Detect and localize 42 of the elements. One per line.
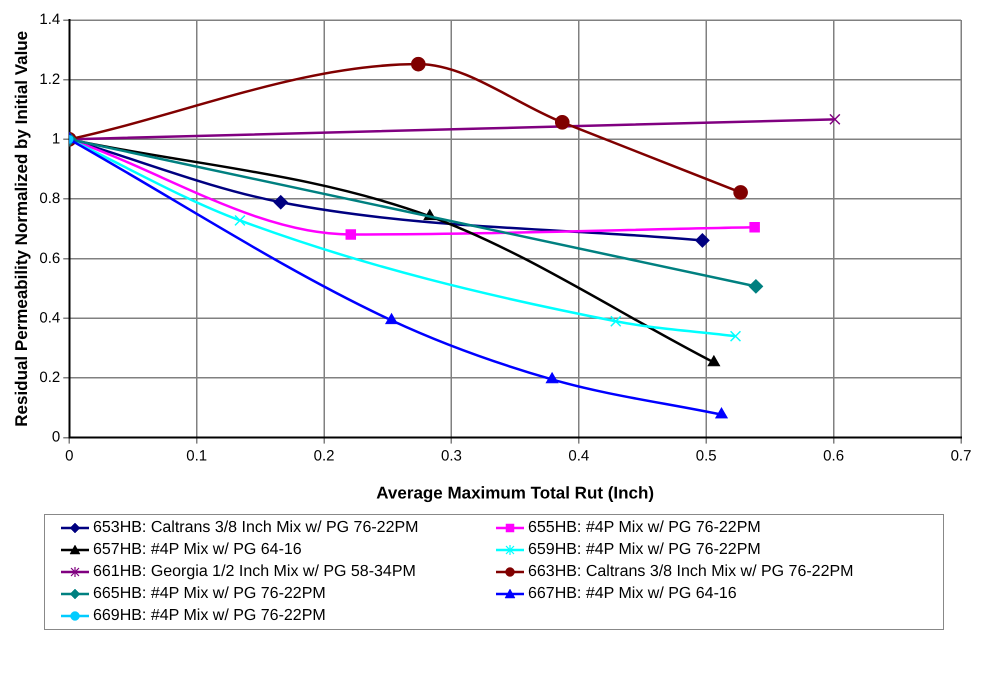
legend-label: 663HB: Caltrans 3/8 Inch Mix w/ PG 76-22PM bbox=[528, 563, 854, 581]
x-axis-title: Average Maximum Total Rut (Inch) bbox=[376, 483, 654, 502]
x-tick-label: 0.4 bbox=[568, 448, 590, 465]
point bbox=[546, 372, 558, 384]
point bbox=[715, 407, 728, 418]
x-tick-label: 0.3 bbox=[441, 448, 462, 465]
x-tick-label: 0 bbox=[65, 448, 74, 465]
y-tick-label: 1.4 bbox=[39, 11, 60, 28]
legend-label: 655HB: #4P Mix w/ PG 76-22PM bbox=[528, 519, 761, 537]
y-tick-label: 1 bbox=[52, 130, 60, 148]
legend-label: 653HB: Caltrans 3/8 Inch Mix w/ PG 76-22PM bbox=[93, 519, 418, 537]
point bbox=[385, 313, 398, 324]
legend-label: 667HB: #4P Mix w/ PG 64-16 bbox=[528, 585, 737, 603]
x-tick-label: 0.2 bbox=[314, 448, 334, 465]
legend-label: 657HB: #4P Mix w/ PG 64-16 bbox=[93, 541, 302, 559]
y-tick-label: 0.2 bbox=[39, 369, 60, 386]
legend-label: 665HB: #4P Mix w/ PG 76-22PM bbox=[93, 585, 326, 603]
point bbox=[234, 214, 246, 226]
point bbox=[748, 279, 764, 294]
point bbox=[346, 229, 356, 240]
point bbox=[273, 194, 288, 210]
point bbox=[610, 316, 622, 327]
legend-label: 659HB: #4P Mix w/ PG 76-22PM bbox=[528, 541, 761, 559]
point bbox=[829, 114, 841, 126]
x-tick-label: 0.7 bbox=[950, 448, 972, 465]
y-tick-label: 0.6 bbox=[39, 250, 60, 267]
legend-label: 661HB: Georgia 1/2 Inch Mix w/ PG 58-34PM bbox=[93, 563, 416, 581]
point bbox=[730, 330, 742, 342]
y-axis-title: Residual Permeability Normalized by Initial Value bbox=[12, 30, 31, 427]
y-tick-label: 0.4 bbox=[39, 309, 60, 326]
x-tick-label: 0.6 bbox=[823, 448, 844, 465]
x-tick-label: 0.5 bbox=[696, 448, 717, 465]
point bbox=[695, 233, 710, 248]
point bbox=[554, 115, 570, 130]
y-tick-label: 0.8 bbox=[39, 190, 60, 208]
point bbox=[411, 56, 426, 72]
x-tick-label: 0.1 bbox=[186, 448, 208, 465]
y-tick-label: 1.2 bbox=[39, 70, 60, 88]
y-tick-label: 0 bbox=[52, 428, 60, 446]
point bbox=[749, 222, 760, 233]
point bbox=[733, 185, 748, 200]
legend-label: 669HB: #4P Mix w/ PG 76-22PM bbox=[93, 607, 326, 625]
